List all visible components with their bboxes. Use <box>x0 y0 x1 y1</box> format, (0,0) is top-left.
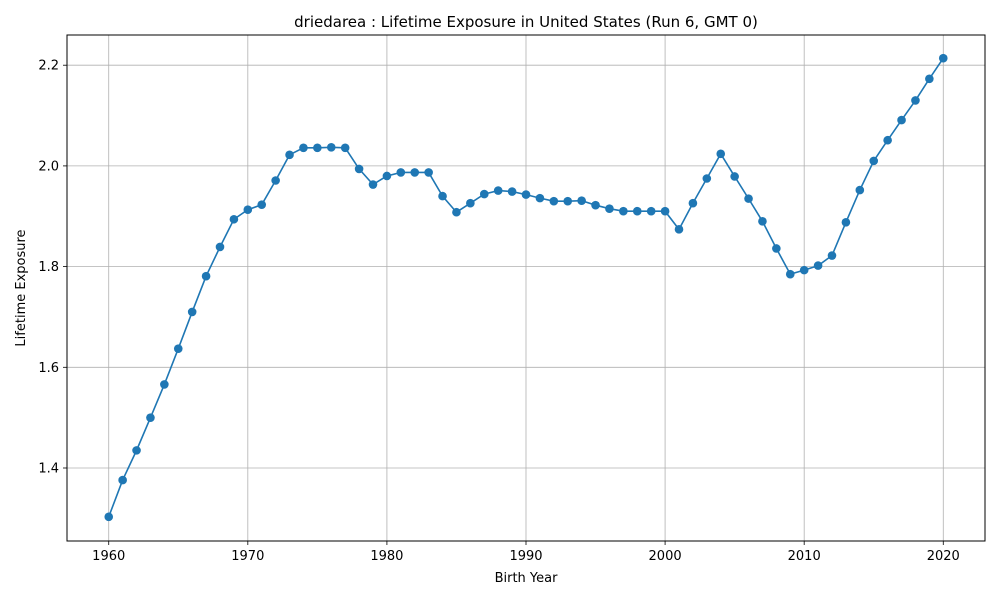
data-point <box>827 251 837 260</box>
data-point <box>424 168 433 177</box>
y-tick-label: 2.0 <box>38 159 59 174</box>
data-point <box>201 271 211 281</box>
data-point <box>758 216 767 226</box>
data-point <box>507 187 517 196</box>
data-point <box>702 174 712 183</box>
data-point <box>493 186 503 195</box>
data-point <box>132 446 141 455</box>
data-point <box>869 156 879 166</box>
data-point <box>271 176 280 185</box>
data-point <box>215 242 225 252</box>
data-point <box>452 207 461 217</box>
data-point <box>563 196 573 206</box>
y-tick-label: 1.4 <box>38 461 59 476</box>
data-point <box>354 164 364 174</box>
x-tick-label: 2020 <box>927 549 960 564</box>
x-tick-label: 2000 <box>649 549 682 564</box>
data-point <box>104 512 114 522</box>
data-point <box>938 53 948 63</box>
data-point <box>535 193 545 203</box>
data-point <box>326 142 336 152</box>
data-point <box>396 168 406 177</box>
data-point <box>688 198 698 208</box>
data-point <box>466 198 475 208</box>
data-point <box>911 96 920 105</box>
data-point <box>799 265 809 275</box>
data-points <box>104 53 948 522</box>
y-axis-ticks: 1.4 1.6 1.8 2.0 2.2 <box>38 59 67 476</box>
data-point <box>813 261 823 270</box>
data-point <box>257 200 267 209</box>
data-point <box>146 413 155 422</box>
data-point <box>549 196 559 206</box>
data-point <box>438 191 447 201</box>
y-tick-label: 1.8 <box>38 260 59 275</box>
data-point <box>591 200 600 210</box>
data-point <box>187 307 197 317</box>
data-point <box>160 380 169 389</box>
data-point <box>173 344 183 353</box>
data-point <box>605 204 614 213</box>
data-point <box>340 143 350 153</box>
x-axis-label: Birth Year <box>495 571 559 586</box>
data-point <box>410 168 420 177</box>
plot-frame <box>66 34 986 542</box>
data-point <box>772 244 781 253</box>
data-point <box>299 143 308 153</box>
data-point <box>730 172 739 181</box>
data-point <box>479 189 489 199</box>
data-point <box>744 194 753 203</box>
data-point <box>521 190 531 199</box>
data-point <box>674 225 684 234</box>
data-point <box>118 475 127 485</box>
x-tick-label: 1960 <box>92 549 125 564</box>
data-point <box>716 149 726 159</box>
data-point <box>785 269 795 279</box>
data-point <box>619 206 628 216</box>
data-point <box>632 206 642 216</box>
data-point <box>925 74 934 84</box>
x-tick-label: 1970 <box>231 549 264 564</box>
grid <box>67 35 985 541</box>
data-point <box>368 180 378 189</box>
data-point <box>243 205 253 215</box>
data-point <box>577 196 586 205</box>
y-tick-label: 2.2 <box>38 59 59 74</box>
x-tick-label: 2010 <box>788 549 821 564</box>
data-point <box>897 115 906 125</box>
data-point <box>841 218 851 227</box>
data-point <box>229 214 239 224</box>
x-tick-label: 1980 <box>370 549 403 564</box>
data-point <box>646 206 656 216</box>
data-point <box>855 185 865 195</box>
data-point <box>660 206 670 216</box>
data-point <box>313 143 322 153</box>
chart-title: driedarea : Lifetime Exposure in United … <box>294 13 758 31</box>
y-axis-label: Lifetime Exposure <box>14 229 29 346</box>
y-tick-label: 1.6 <box>38 361 59 376</box>
data-point <box>883 135 892 145</box>
x-axis-ticks: 1960 1970 1980 1990 2000 2010 2020 <box>92 541 960 564</box>
data-point <box>382 171 392 181</box>
x-tick-label: 1990 <box>509 549 542 564</box>
data-point <box>285 150 294 160</box>
